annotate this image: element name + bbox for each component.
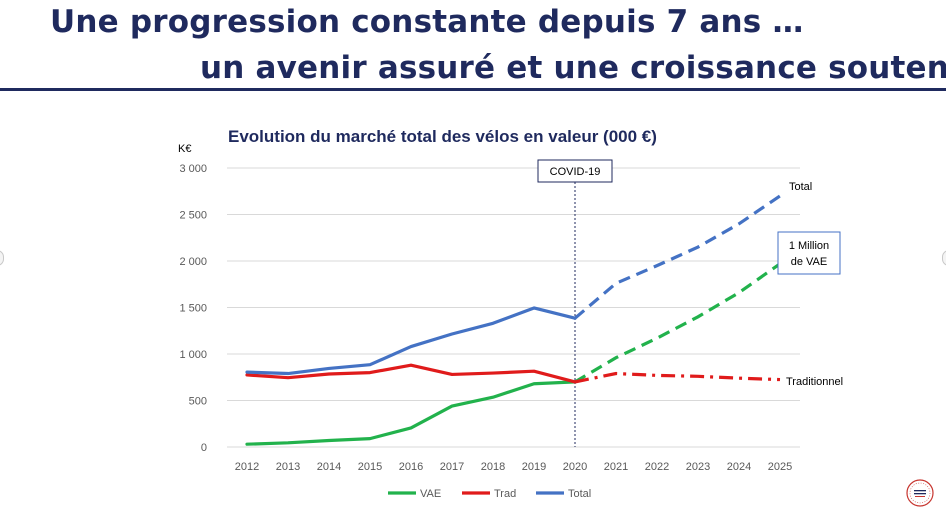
y-axis-label: K€ [178,143,191,155]
y-tick-label: 2 000 [179,256,207,268]
x-tick-label: 2017 [440,461,464,473]
x-tick-label: 2023 [686,461,710,473]
legend-label-trad: Trad [494,488,516,500]
vae-callout-box [777,231,841,275]
legend-label-vae: VAE [420,488,441,500]
covid-label-box [537,159,613,183]
covid-label: COVID-19 [550,166,601,178]
vae-series-line [245,380,577,446]
chart-title: Evolution du marché total des vélos en v… [228,127,657,146]
gridlines [227,167,800,448]
x-tick-label: 2014 [317,461,341,473]
x-tick-label: 2019 [522,461,546,473]
vae-callout-line-2: de VAE [791,256,828,268]
y-tick-label: 0 [201,442,207,454]
y-tick-label: 500 [189,396,207,408]
y-tick-label: 1 500 [179,303,207,315]
vae-forecast-line [574,262,781,384]
slide-title-line-2: un avenir assuré et une croissance soute… [200,50,946,86]
legend-label-total: Total [568,488,591,500]
trad-series-line [245,363,577,384]
title-underline [0,88,946,91]
x-tick-labels: 2012 2013 2014 2015 2016 2017 2018 2019 2020 2021… [235,461,792,473]
covid-marker: COVID-19 [537,159,613,447]
y-tick-labels: 0 500 1 000 1 500 2 000 2 500 3 000 [179,163,207,454]
x-tick-label: 2015 [358,461,382,473]
x-tick-label: 2020 [563,461,587,473]
x-tick-label: 2013 [276,461,300,473]
series-annotations: Total Traditionnel 1 Million de VAE [777,181,843,388]
x-tick-label: 2025 [768,461,792,473]
x-tick-label: 2022 [645,461,669,473]
y-tick-label: 2 500 [179,210,207,222]
y-tick-label: 1 000 [179,349,207,361]
x-tick-label: 2016 [399,461,423,473]
trad-forecast-line [574,371,781,384]
brand-logo [906,479,934,507]
total-series-line [245,306,577,376]
x-tick-label: 2024 [727,461,751,473]
x-tick-label: 2018 [481,461,505,473]
x-tick-label: 2021 [604,461,628,473]
total-forecast-line [573,194,781,320]
trad-end-label: Traditionnel [786,376,843,388]
x-tick-label: 2012 [235,461,259,473]
y-tick-label: 3 000 [179,163,207,175]
total-end-label: Total [789,181,812,193]
series-lines [245,194,781,446]
chart-legend: VAE Trad Total [388,488,591,500]
vae-callout-line-1: 1 Million [789,240,829,252]
slide-title-line-1: Une progression constante depuis 7 ans … [50,4,804,40]
